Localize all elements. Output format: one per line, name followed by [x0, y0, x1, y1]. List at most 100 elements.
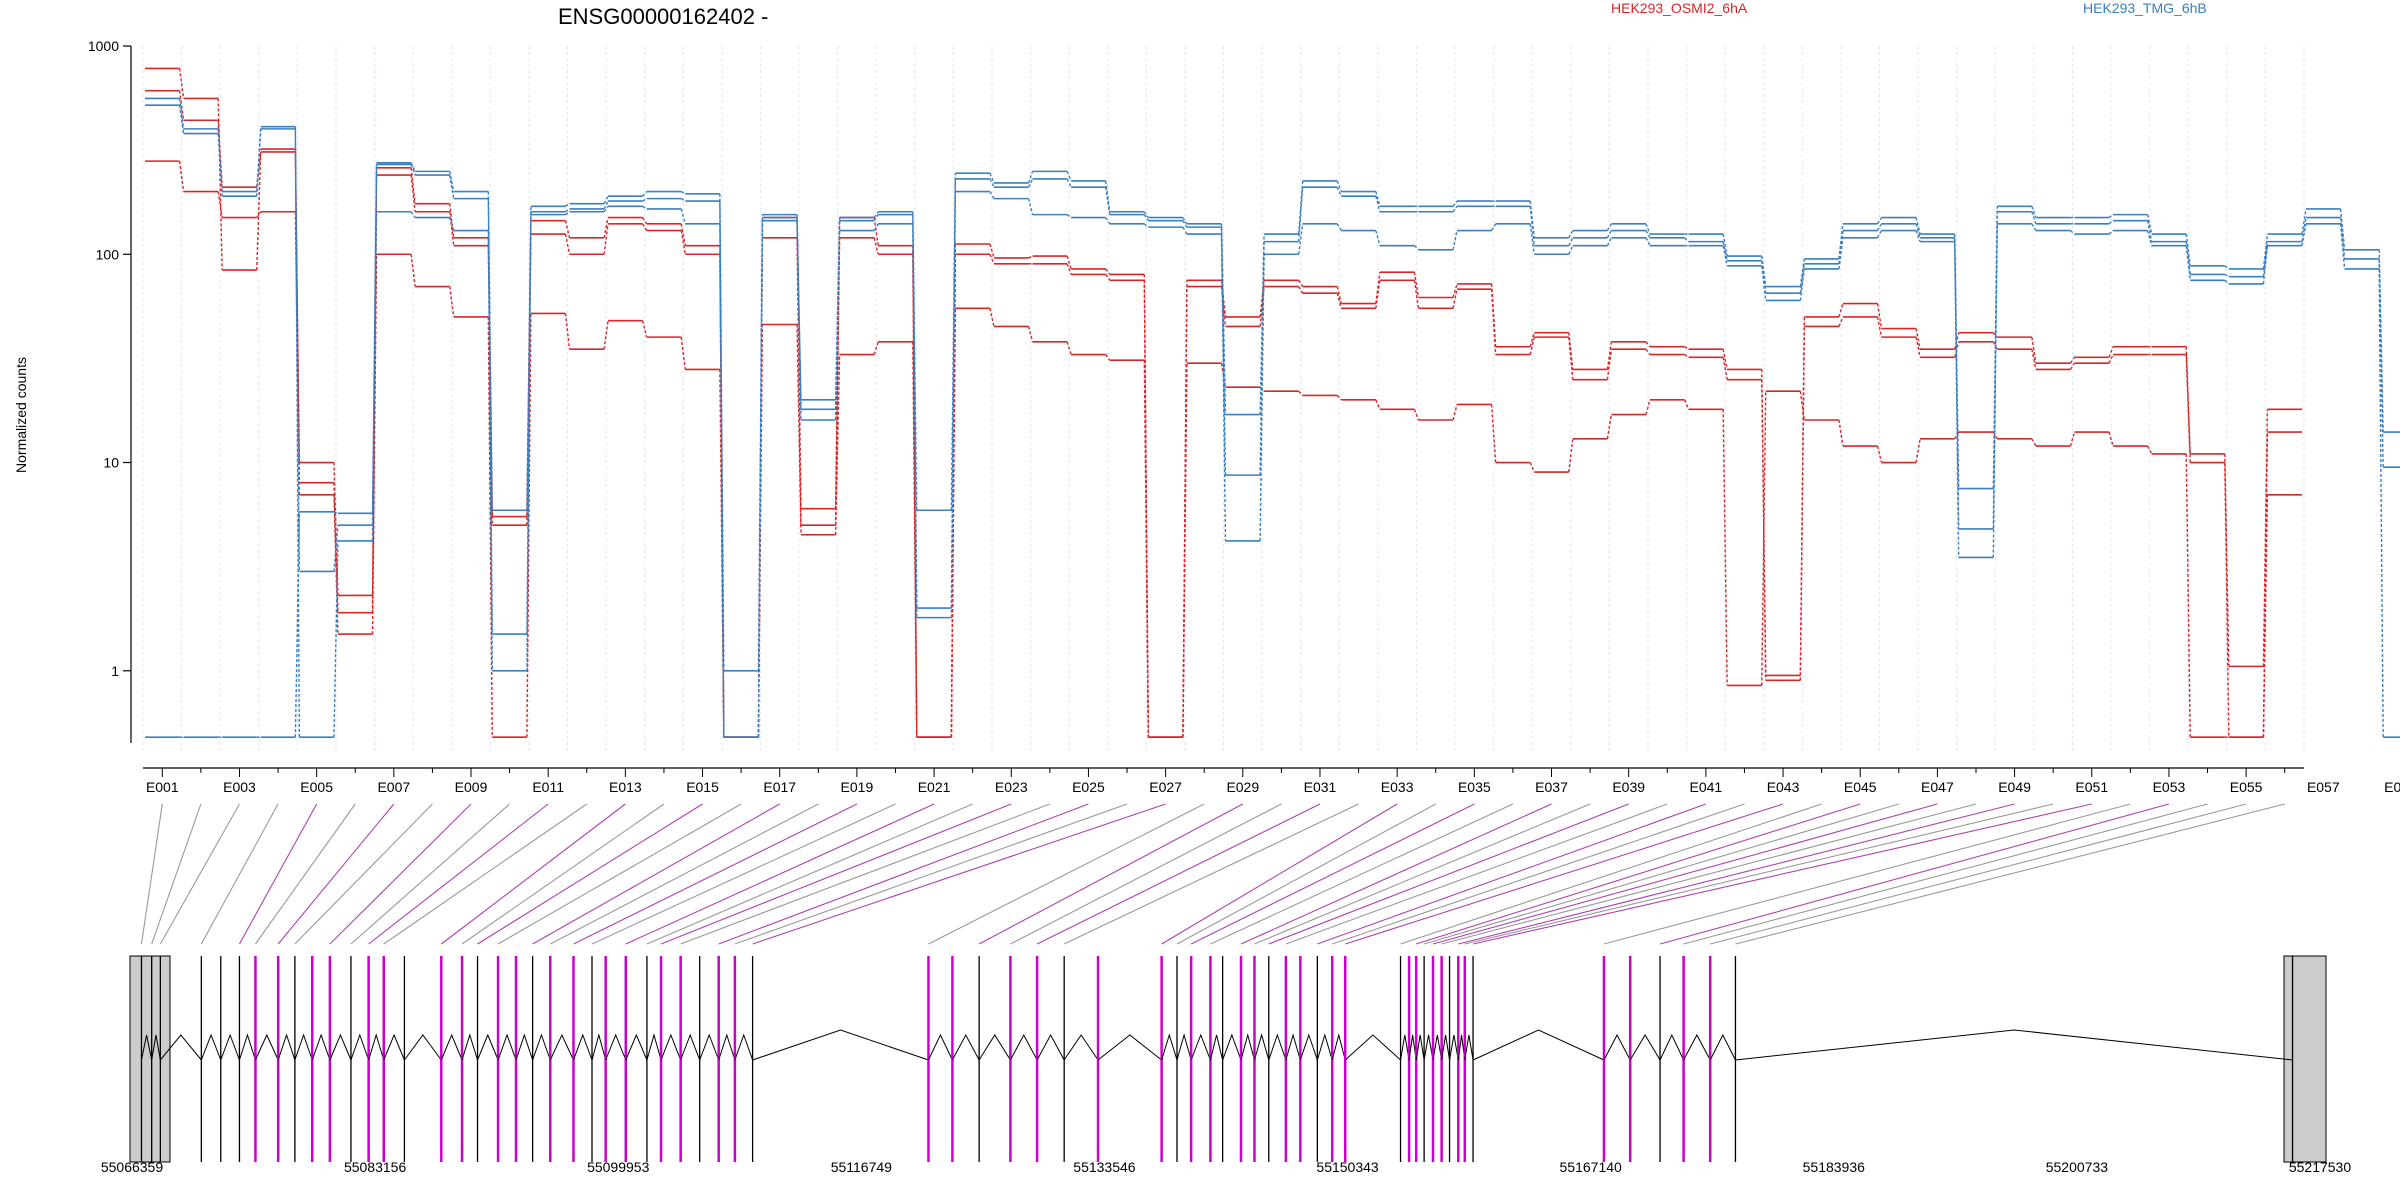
series-connector — [796, 220, 802, 421]
series-connector — [1915, 230, 1921, 242]
series-connector — [873, 211, 879, 218]
exon-connector — [978, 803, 1244, 945]
genomic-position-label: 55133546 — [1073, 1159, 1136, 1175]
series-connector — [1066, 341, 1072, 355]
intron-line — [1659, 1033, 1685, 1061]
series-connector — [1413, 245, 1419, 251]
series-connector — [487, 191, 494, 511]
series-connector — [989, 191, 995, 199]
genomic-position-label: 55183936 — [1803, 1159, 1866, 1175]
intron-line — [605, 1033, 627, 1061]
exon-connector — [1010, 803, 1282, 945]
intron-line — [1683, 1033, 1711, 1061]
intron-line — [699, 1033, 720, 1061]
series-connector — [1452, 205, 1458, 213]
series-connector — [1529, 223, 1535, 255]
series-connector — [2146, 230, 2153, 246]
series-connector — [1028, 255, 1033, 259]
series-connector — [410, 175, 416, 212]
series-connector — [1452, 283, 1458, 298]
series-connector — [1722, 357, 1728, 380]
series-connector — [1413, 409, 1420, 421]
intron-line — [1344, 1034, 1401, 1061]
series-connector — [1568, 230, 1574, 239]
series-connector — [1066, 171, 1072, 182]
intron-line — [1036, 1033, 1065, 1061]
series-connector — [989, 243, 995, 259]
series-connector — [2146, 214, 2153, 235]
series-connector — [950, 191, 957, 618]
intron-line — [1285, 1033, 1301, 1061]
series-connector — [603, 205, 609, 213]
exon-connector — [1710, 803, 2247, 945]
x-tick-label: E017 — [763, 779, 796, 795]
series-connector — [873, 214, 879, 222]
series-connector — [1954, 341, 1960, 358]
series-connector — [2185, 354, 2191, 463]
series-connector — [1259, 254, 1265, 541]
series-connector — [1915, 217, 1921, 235]
series-connector — [410, 167, 416, 204]
exon-connector — [573, 803, 858, 945]
series-5 — [145, 97, 2400, 738]
exon-connector — [1190, 803, 1475, 945]
series-connector — [1876, 217, 1883, 225]
series-connector — [1297, 187, 1304, 242]
series-connector — [1606, 237, 1613, 246]
series-connector — [565, 211, 570, 216]
series-connector — [1799, 326, 1806, 676]
series-connector — [1297, 223, 1304, 255]
series-connector — [1452, 288, 1458, 309]
series-connector — [1761, 391, 1767, 686]
exon-connector — [497, 803, 742, 945]
exon-connector — [200, 803, 279, 945]
series-connector — [1105, 274, 1111, 281]
x-tick-label: E023 — [995, 779, 1028, 795]
series-connector — [1838, 237, 1844, 270]
series-connector — [1645, 348, 1651, 355]
exon-connector — [1735, 803, 2285, 945]
series-connector — [1529, 462, 1535, 473]
series-connector — [1838, 303, 1844, 318]
series-connector — [1298, 390, 1304, 396]
exon-connector — [151, 803, 202, 945]
series-connector — [1375, 272, 1381, 304]
exon-connector — [329, 803, 472, 945]
series-connector — [526, 214, 532, 671]
series-connector — [1027, 198, 1034, 215]
series-connector — [1259, 286, 1265, 327]
series-connector — [2339, 208, 2346, 250]
exon-connector — [1317, 803, 1707, 945]
series-connector — [834, 230, 841, 421]
genomic-position-label: 55116749 — [831, 1159, 892, 1175]
series-connector — [1336, 293, 1342, 309]
exon-connector — [477, 803, 703, 945]
series-connector — [1336, 186, 1342, 197]
series-connector — [2069, 356, 2076, 364]
series-connector — [1645, 237, 1651, 246]
series-connector — [1143, 211, 1149, 218]
series-connector — [1066, 255, 1072, 270]
genomic-position-label: 55217530 — [2289, 1159, 2352, 1175]
exon-connector — [625, 803, 935, 945]
series-connector — [680, 337, 686, 370]
exon-connector — [1464, 803, 2054, 945]
series-connector — [256, 211, 262, 218]
series-connector — [2069, 230, 2075, 235]
intron-line — [752, 1029, 929, 1061]
series-connector — [680, 198, 686, 202]
series-connector — [950, 173, 957, 511]
series-connector — [564, 220, 571, 238]
series-connector — [1645, 223, 1651, 235]
intron-line — [238, 1033, 256, 1061]
exon-connector — [1472, 803, 2092, 945]
exon-connector-lines — [140, 803, 2285, 945]
series-connector — [1452, 200, 1458, 207]
intron-line — [254, 1033, 279, 1061]
intron-line — [1161, 1033, 1178, 1061]
genomic-position-label: 55167140 — [1560, 1159, 1623, 1175]
y-tick-label: 1000 — [88, 38, 119, 54]
series-connector — [2185, 245, 2191, 281]
exon-connector — [159, 803, 240, 945]
